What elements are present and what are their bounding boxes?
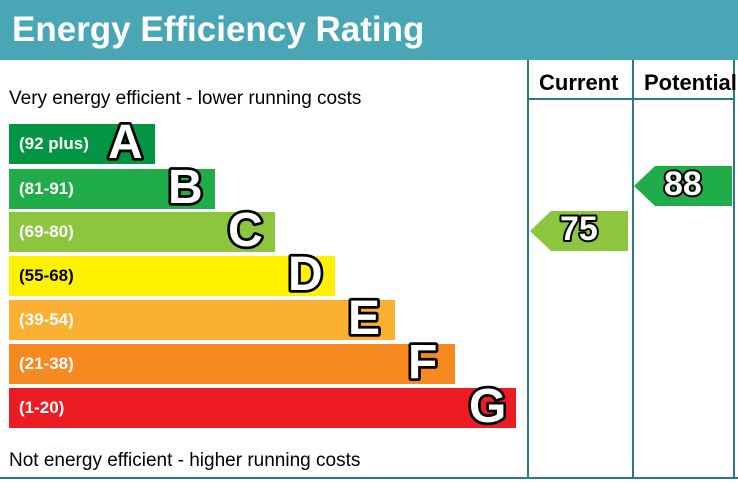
- svg-text:G: G: [469, 380, 506, 433]
- svg-text:B: B: [168, 161, 203, 214]
- svg-text:A: A: [108, 116, 143, 169]
- svg-text:F: F: [408, 336, 437, 389]
- svg-text:E: E: [348, 292, 380, 345]
- svg-text:D: D: [288, 248, 323, 301]
- svg-text:75: 75: [560, 210, 598, 248]
- svg-text:88: 88: [664, 165, 702, 203]
- svg-text:C: C: [228, 204, 263, 257]
